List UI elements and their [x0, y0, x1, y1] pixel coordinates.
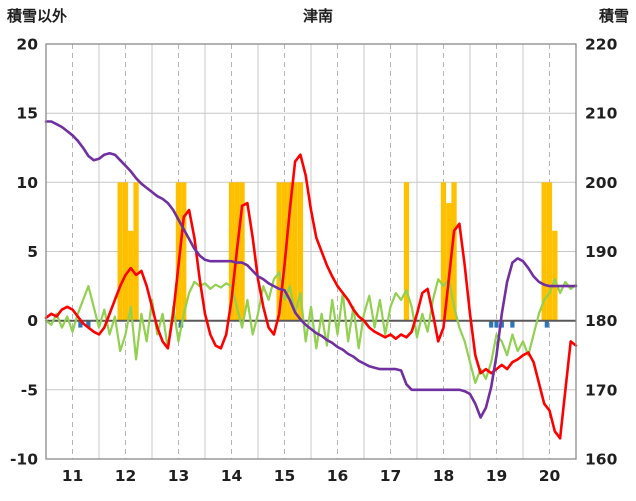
right-tick-label: 190	[585, 243, 618, 261]
sunshine-bar	[175, 182, 182, 321]
right-tick-label: 160	[585, 451, 618, 469]
sunshine-bar	[276, 182, 282, 321]
left-tick-label: 0	[27, 312, 38, 330]
purple-line	[44, 120, 578, 419]
precip-bar	[489, 320, 494, 328]
red-line	[44, 153, 578, 440]
x-tick-label: 18	[433, 467, 455, 485]
left-tick-label: 5	[27, 243, 38, 261]
sunshine-bar	[292, 182, 298, 321]
sunshine-bar	[451, 182, 457, 321]
sunshine-bar	[122, 182, 129, 321]
sunshine-bar	[541, 182, 547, 321]
x-tick-label: 15	[274, 467, 296, 485]
right-tick-label: 200	[585, 174, 618, 192]
sunshine-bar	[128, 230, 134, 321]
x-tick-label: 20	[539, 467, 561, 485]
left-axis-title: 積雪以外	[7, 7, 68, 25]
right-tick-label: 180	[585, 312, 618, 330]
left-tick-label: 20	[16, 36, 38, 54]
x-tick-label: 11	[62, 467, 84, 485]
precip-bar	[86, 320, 91, 328]
sunshine-bar	[440, 182, 447, 321]
sunshine-bar	[228, 182, 235, 321]
x-tick-label: 19	[486, 467, 508, 485]
sunshine-bar	[552, 230, 558, 321]
plot-frame	[45, 43, 577, 460]
x-tick-label: 17	[380, 467, 402, 485]
left-tick-label: -5	[21, 381, 38, 399]
right-tick-label: 220	[585, 36, 618, 54]
left-tick-label: 15	[16, 105, 38, 123]
precip-bar	[510, 320, 515, 328]
precip-bar	[494, 320, 499, 328]
x-tick-label: 14	[221, 467, 243, 485]
sunshine-bar	[297, 182, 304, 321]
sunshine-bar	[239, 182, 245, 321]
x-tick-label: 16	[327, 467, 349, 485]
left-tick-label: -10	[10, 451, 38, 469]
x-tick-label: 12	[115, 467, 137, 485]
precip-bar	[78, 320, 83, 328]
right-tick-label: 210	[585, 105, 618, 123]
green-line	[44, 271, 578, 384]
x-tick-label: 13	[168, 467, 190, 485]
sunshine-bar	[287, 182, 293, 321]
right-tick-label: 170	[585, 381, 618, 399]
sunshine-bar	[281, 182, 288, 321]
sunshine-bar	[133, 182, 139, 321]
chart-title: 津南	[302, 7, 333, 25]
precip-bar	[544, 320, 549, 328]
sunshine-bar	[181, 182, 187, 321]
sunshine-bar	[117, 182, 123, 321]
right-axis-title: 積雪	[598, 7, 629, 25]
sunshine-bar	[446, 203, 452, 321]
sunshine-bar	[546, 182, 553, 321]
sunshine-bar	[403, 182, 410, 321]
precip-bar	[499, 320, 504, 328]
left-tick-label: 10	[16, 174, 38, 192]
